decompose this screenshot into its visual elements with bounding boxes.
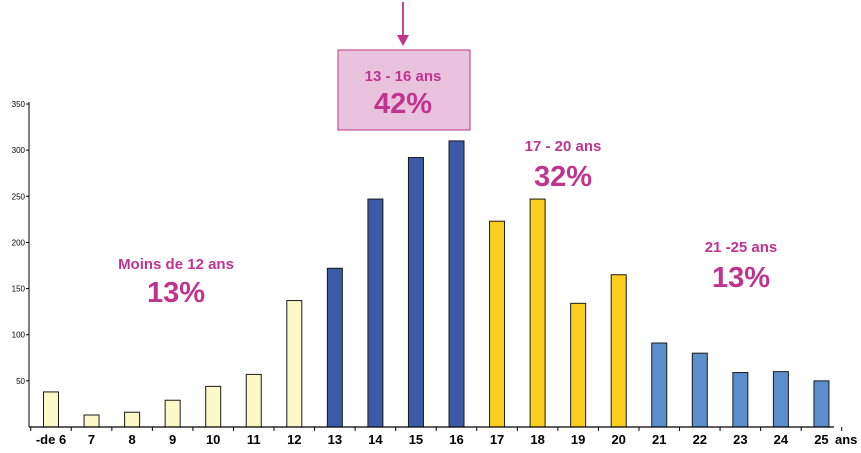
bar-19 <box>570 302 587 428</box>
arrow-down-icon <box>397 35 409 46</box>
annotation-range-label: Moins de 12 ans <box>118 256 234 273</box>
annotation-group: 21 -25 ans 13% <box>705 239 778 294</box>
annotation-percent: 42% <box>374 88 432 120</box>
x-tick-label: 17 <box>490 432 504 447</box>
bar-13 <box>326 267 343 428</box>
y-tick-label: 350 <box>12 100 26 109</box>
bar-20 <box>610 274 627 428</box>
x-tick-label: 14 <box>368 432 383 447</box>
x-tick-label: 22 <box>693 432 707 447</box>
x-tick-label: 11 <box>247 432 261 447</box>
bar-15 <box>407 157 424 428</box>
x-tick-label: -de 6 <box>36 432 66 447</box>
bar-10 <box>205 385 222 428</box>
bar-11 <box>245 373 262 428</box>
x-tick-label: 7 <box>88 432 95 447</box>
annotation-percent: 13% <box>147 277 205 309</box>
y-tick-label: 300 <box>12 146 26 155</box>
bar-9 <box>164 399 181 428</box>
bar-25 <box>813 380 830 428</box>
y-tick-label: 100 <box>12 331 26 340</box>
x-tick-label: 9 <box>169 432 176 447</box>
bar-8 <box>124 411 141 428</box>
x-tick-label: 16 <box>449 432 463 447</box>
x-tick-label: 21 <box>652 432 666 447</box>
highlight-box <box>337 49 471 131</box>
bar-23 <box>732 372 749 428</box>
annotation-range-label: 13 - 16 ans <box>365 68 442 85</box>
y-tick-label: 200 <box>12 238 26 247</box>
x-tick-label: 13 <box>328 432 342 447</box>
x-tick-label: 12 <box>287 432 301 447</box>
bar-24 <box>772 371 789 428</box>
bars <box>43 140 830 428</box>
bar-22 <box>691 352 708 428</box>
annotation-group: Moins de 12 ans 13% <box>118 256 234 309</box>
bar-14 <box>367 198 384 428</box>
x-tick-label: 15 <box>409 432 423 447</box>
bar-17 <box>489 220 506 428</box>
y-tick-label: 250 <box>12 192 26 201</box>
bar--de-6 <box>43 391 59 428</box>
bar-21 <box>651 342 668 428</box>
x-tick-label: 24 <box>774 432 789 447</box>
annotation-group: 13 - 16 ans 42% <box>337 2 471 131</box>
y-axis: 50 100 150 200 250 300 350 <box>12 100 30 427</box>
x-tick-label: 19 <box>571 432 585 447</box>
annotation-percent: 32% <box>534 161 592 193</box>
x-tick-label: 23 <box>733 432 747 447</box>
x-axis: -de 6 7 8 9 10 11 12 13 14 15 16 17 18 19 20 21 22 23 24 25… <box>29 426 857 447</box>
annotation-percent: 13% <box>712 262 770 294</box>
x-tick-label: 25 <box>814 432 828 447</box>
bar-12 <box>286 300 303 428</box>
x-tick-label: 18 <box>530 432 544 447</box>
y-tick-label: 150 <box>12 285 26 294</box>
annotation-range-label: 21 -25 ans <box>705 239 778 256</box>
x-unit-label: ans <box>835 432 857 447</box>
annotation-group: 17 - 20 ans 32% <box>525 138 602 193</box>
x-tick-label: 8 <box>128 432 135 447</box>
bar-16 <box>448 140 465 428</box>
bar-18 <box>529 198 546 428</box>
bar-7 <box>83 414 100 428</box>
x-tick-label: 10 <box>206 432 220 447</box>
group-annotations: Moins de 12 ans 13% 13 - 16 ans 42% 17 - 20 … <box>118 2 777 309</box>
annotation-range-label: 17 - 20 ans <box>525 138 602 155</box>
x-tick-label: 20 <box>611 432 625 447</box>
y-tick-label: 50 <box>16 377 25 386</box>
